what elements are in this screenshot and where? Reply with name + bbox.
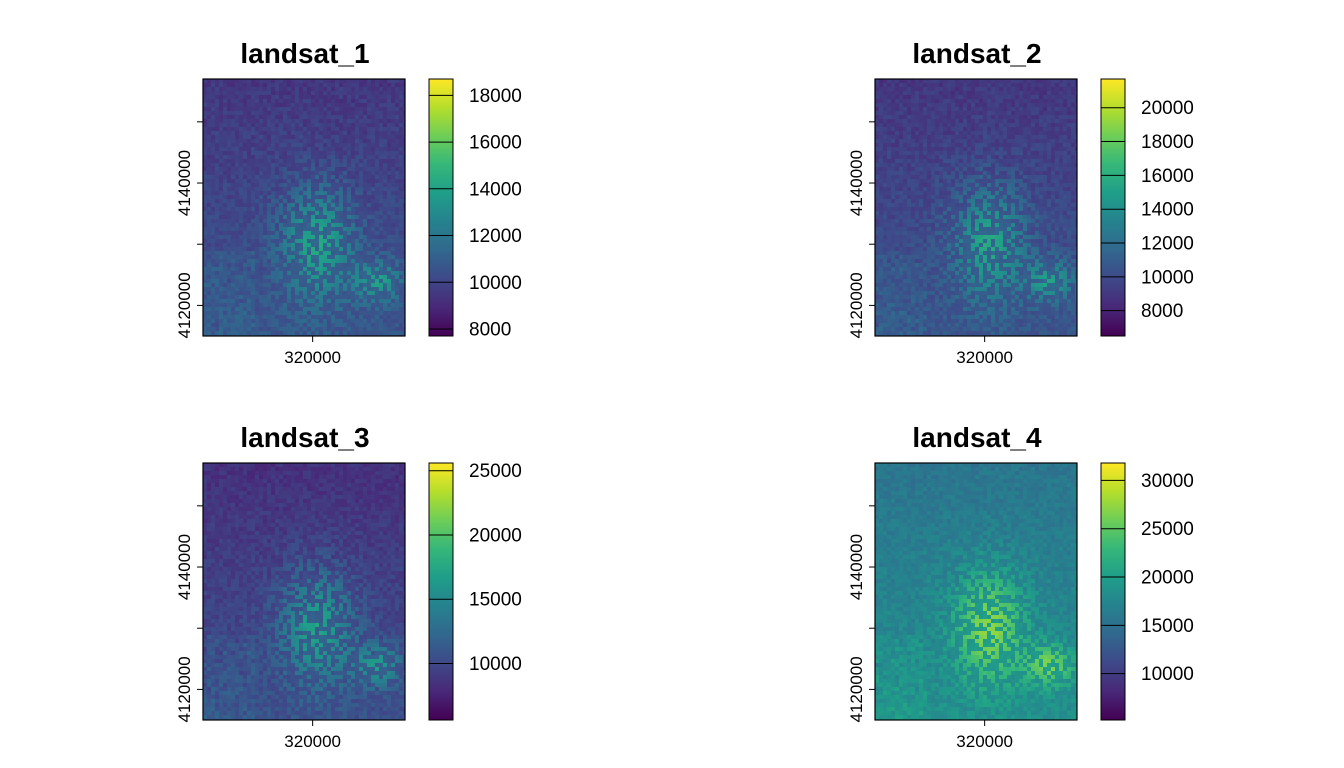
x-tick-label: 320000 — [956, 732, 1013, 751]
colorbar-tick-label: 15000 — [469, 590, 522, 611]
colorbar-tick-label: 14000 — [1141, 200, 1194, 221]
colorbar-frame — [428, 78, 454, 337]
raster-image — [203, 463, 405, 720]
colorbar-frame — [428, 462, 454, 721]
y-tick-label: 4140000 — [175, 534, 194, 600]
map-frame — [202, 462, 406, 721]
panel-landsat_2: landsat_2 320000 4140000 4120000 8000 10000 12… — [847, 38, 1194, 367]
colorbar-tick-label: 10000 — [1141, 664, 1194, 685]
colorbar-tick-label: 25000 — [469, 461, 522, 482]
y-tick-label: 4140000 — [847, 150, 866, 216]
colorbar-tick-label: 10000 — [1141, 267, 1194, 288]
panel-landsat_3: landsat_3 320000 4140000 4120000 10000 15000 2… — [175, 422, 522, 751]
y-tick-label: 4120000 — [847, 272, 866, 338]
panel-title: landsat_2 — [912, 38, 1041, 69]
colorbar — [429, 79, 453, 336]
colorbar-tick-label: 18000 — [469, 86, 522, 107]
panel-title: landsat_3 — [240, 422, 369, 453]
colorbar — [1101, 463, 1125, 720]
y-tick-label: 4120000 — [175, 656, 194, 722]
x-tick-label: 320000 — [284, 732, 341, 751]
map-frame — [202, 78, 406, 337]
colorbar-tick-label: 16000 — [469, 133, 522, 154]
map-frame — [874, 78, 1078, 337]
x-tick-label: 320000 — [956, 348, 1013, 367]
colorbar — [1101, 79, 1125, 336]
panel-title: landsat_4 — [912, 422, 1042, 453]
colorbar-tick-label: 20000 — [1141, 98, 1194, 119]
raster-image — [875, 79, 1077, 336]
colorbar-tick-label: 12000 — [469, 226, 522, 247]
panel-title: landsat_1 — [240, 38, 369, 69]
colorbar-tick-label: 16000 — [1141, 166, 1194, 187]
y-tick-label: 4120000 — [847, 656, 866, 722]
map-frame — [874, 462, 1078, 721]
colorbar-tick-label: 15000 — [1141, 616, 1194, 637]
colorbar-tick-label: 18000 — [1141, 132, 1194, 153]
panel-landsat_1: landsat_1 320000 4140000 4120000 8000 10000 12… — [175, 38, 522, 367]
y-tick-label: 4140000 — [175, 150, 194, 216]
colorbar-frame — [1100, 78, 1126, 337]
colorbar-tick-label: 8000 — [469, 319, 511, 340]
y-tick-label: 4120000 — [175, 272, 194, 338]
colorbar-tick-label: 8000 — [1141, 301, 1183, 322]
colorbar-tick-label: 25000 — [1141, 519, 1194, 540]
colorbar — [429, 463, 453, 720]
colorbar-tick-label: 10000 — [469, 654, 522, 675]
x-tick-label: 320000 — [284, 348, 341, 367]
raster-image — [875, 463, 1077, 720]
colorbar-tick-label: 14000 — [469, 179, 522, 200]
raster-image — [203, 79, 405, 336]
colorbar-tick-label: 20000 — [469, 525, 522, 546]
colorbar-frame — [1100, 462, 1126, 721]
colorbar-tick-label: 12000 — [1141, 234, 1194, 255]
colorbar-tick-label: 10000 — [469, 273, 522, 294]
colorbar-tick-label: 30000 — [1141, 471, 1194, 492]
panel-landsat_4: landsat_4 320000 4140000 4120000 10000 15000 2… — [847, 422, 1194, 751]
colorbar-tick-label: 20000 — [1141, 568, 1194, 589]
y-tick-label: 4140000 — [847, 534, 866, 600]
